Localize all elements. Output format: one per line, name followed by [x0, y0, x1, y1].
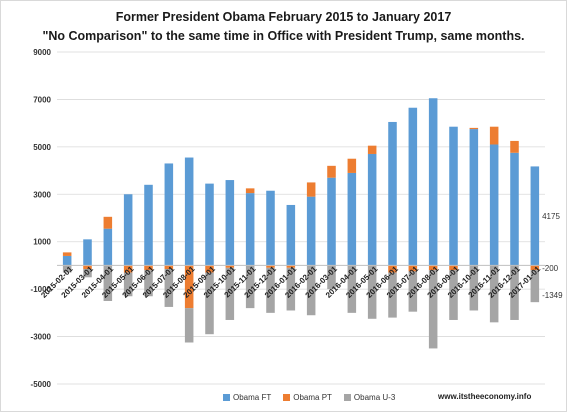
bar-pt [489, 126, 499, 145]
bar-ft [184, 157, 194, 266]
chart-subtitle: "No Comparison" to the same time in Offi… [42, 29, 525, 43]
legend-item-u3: Obama U-3 [343, 393, 396, 402]
legend-label-u3: Obama U-3 [353, 393, 396, 402]
bar-u3 [449, 270, 458, 320]
bar-ft [245, 193, 255, 266]
bar-pt [347, 158, 357, 173]
chart-title: Former President Obama February 2015 to … [115, 10, 452, 24]
bar-u3 [530, 270, 540, 303]
bar-pt [367, 145, 377, 154]
bar-ft [62, 255, 72, 266]
bar-ft [388, 121, 397, 266]
bar-pt [306, 182, 316, 197]
bar-u3 [123, 272, 133, 297]
bar-pt [205, 265, 214, 273]
bar-ft [327, 177, 336, 266]
bar-ft [408, 107, 418, 266]
bar-pt [225, 265, 235, 268]
bar-pt [164, 265, 174, 269]
bar-pt [286, 265, 296, 268]
bar-pt [510, 140, 519, 153]
bar-ft [205, 183, 214, 266]
bar-ft [83, 239, 92, 266]
y-tick-label: -1000 [31, 285, 52, 294]
bar-pt [144, 265, 153, 271]
data-annotation: -200 [542, 264, 559, 273]
bar-u3 [83, 268, 92, 278]
legend-label-ft: Obama FT [233, 393, 272, 402]
bar-ft [428, 98, 438, 266]
bar-ft [510, 152, 519, 266]
legend-swatch-pt [283, 394, 291, 401]
bar-ft [449, 126, 458, 266]
bar-u3 [144, 270, 153, 297]
bar-pt [530, 265, 540, 271]
bar-ft [103, 228, 113, 266]
bar-ft [530, 166, 540, 266]
legend-swatch-ft [223, 394, 230, 401]
bar-pt [408, 265, 418, 272]
bar-ft [123, 194, 133, 266]
bar-u3 [469, 265, 479, 311]
bar-pt [327, 165, 336, 178]
bar-u3 [347, 265, 357, 313]
legend-label-pt: Obama PT [293, 393, 332, 402]
bar-u3 [103, 265, 113, 301]
bar-ft [225, 180, 235, 266]
y-tick-label: 9000 [33, 48, 51, 57]
bar-ft [489, 144, 499, 266]
bar-u3 [184, 308, 194, 343]
bar-u3 [367, 265, 377, 319]
bar-pt [428, 265, 438, 271]
bar-pt [449, 265, 458, 271]
bar-pt [62, 252, 72, 256]
data-annotation: -1349 [542, 291, 563, 300]
bar-pt [83, 265, 92, 269]
bar-u3 [205, 272, 214, 335]
bar-u3 [428, 270, 438, 349]
legend-item-pt: Obama PT [283, 393, 332, 402]
y-tick-label: -3000 [31, 333, 52, 342]
bar-u3 [225, 267, 235, 320]
bar-pt [245, 188, 255, 194]
bar-u3 [62, 265, 72, 273]
bar-u3 [245, 265, 255, 309]
bar-ft [164, 163, 174, 266]
y-tick-label: 5000 [33, 143, 51, 152]
bar-u3 [408, 271, 418, 312]
bar-ft [469, 129, 479, 266]
bar-pt [388, 265, 397, 273]
y-tick-label: 7000 [33, 95, 51, 104]
bar-pt [123, 265, 133, 273]
bar-u3 [266, 267, 275, 313]
source-credit: www.itstheeconomy.info [438, 392, 532, 401]
y-tick-label: 1000 [33, 238, 51, 247]
bar-u3 [489, 265, 499, 323]
bar-pt [469, 127, 479, 130]
legend-swatch-u3 [343, 394, 351, 401]
bar-ft [286, 204, 296, 266]
bar-ft [144, 184, 153, 266]
legend-item-ft: Obama FT [223, 393, 271, 402]
bar-ft [347, 172, 357, 266]
chart-legend: Obama FT Obama PT Obama U-3 [223, 393, 395, 402]
y-tick-label: 3000 [33, 190, 51, 199]
bar-u3 [286, 267, 296, 311]
bar-ft [367, 153, 377, 266]
bar-u3 [306, 265, 316, 316]
bar-ft [266, 190, 275, 266]
bar-u3 [510, 265, 519, 320]
bar-u3 [164, 268, 174, 307]
bar-pt [266, 265, 275, 268]
bar-ft [306, 196, 316, 266]
y-tick-label: -5000 [31, 380, 52, 389]
bar-pt [103, 216, 113, 229]
bar-u3 [327, 265, 336, 290]
bar-pt [184, 265, 194, 309]
bar-u3 [388, 272, 397, 318]
data-annotation: 4175 [542, 212, 560, 221]
